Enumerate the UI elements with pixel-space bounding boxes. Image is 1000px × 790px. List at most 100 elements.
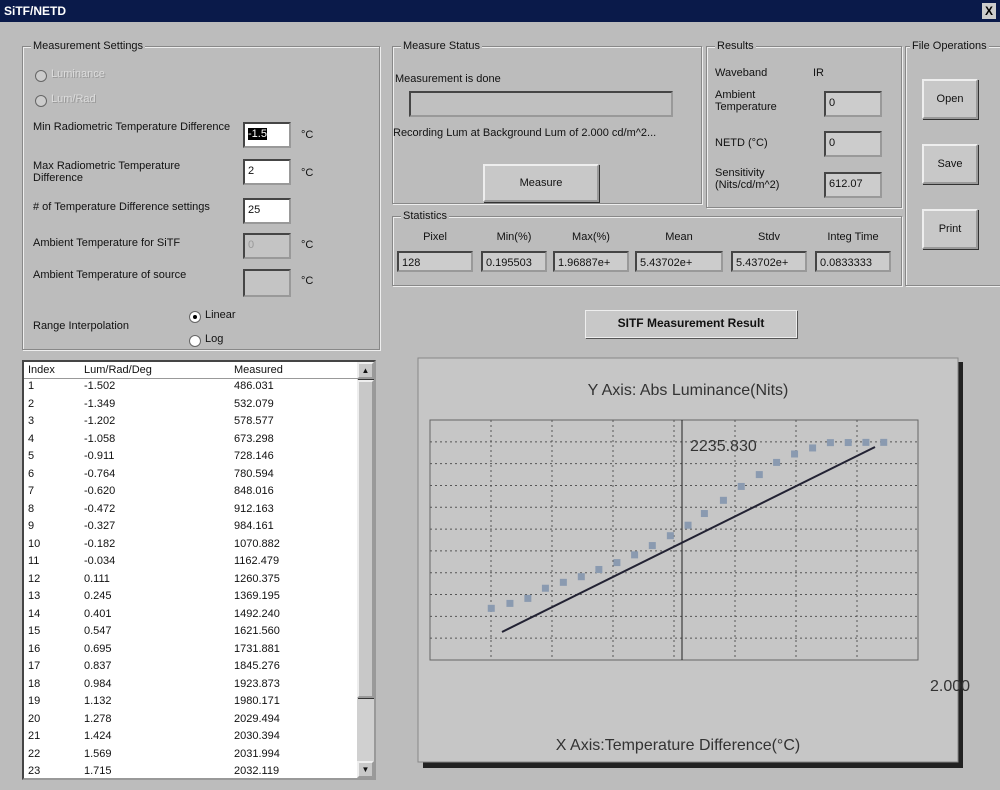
cell: -0.764 bbox=[84, 467, 116, 480]
chart-panel: Y Axis: Abs Luminance(Nits) 2235.830 2.0… bbox=[417, 357, 970, 768]
cell: 17 bbox=[28, 660, 41, 672]
stat-header: Min(%) bbox=[496, 231, 532, 243]
cell: 15 bbox=[28, 625, 41, 637]
stat-value: 5.43702e+ bbox=[736, 257, 789, 269]
stat-box: 5.43702e+ bbox=[635, 251, 723, 272]
input: 0 bbox=[824, 91, 882, 117]
cell: 0.547 bbox=[84, 625, 112, 637]
label: # of Temperature Difference settings bbox=[33, 201, 210, 213]
data-point bbox=[613, 559, 621, 567]
print-button[interactable]: Print bbox=[922, 209, 978, 249]
input[interactable]: -1.5 bbox=[243, 122, 291, 148]
cell: -1.202 bbox=[84, 415, 116, 427]
input[interactable]: 2 bbox=[243, 159, 291, 185]
input: 612.07 bbox=[824, 172, 882, 198]
status-text: Recording Lum at Background Lum of 2.000… bbox=[393, 127, 657, 139]
data-point bbox=[487, 604, 495, 612]
cell: 1162.479 bbox=[234, 555, 280, 567]
scroll-down[interactable]: ▼ bbox=[357, 761, 374, 778]
cell: 7 bbox=[28, 485, 35, 497]
radio[interactable] bbox=[35, 95, 47, 107]
header-rule bbox=[24, 378, 358, 379]
scrollbar[interactable]: ▲ ▼ bbox=[357, 362, 374, 778]
input: 0 bbox=[243, 233, 291, 259]
label: Sensitivity (Nits/cd/m^2) bbox=[715, 167, 780, 191]
label: Ambient Temperature of source bbox=[33, 269, 187, 281]
cell: 0.401 bbox=[84, 607, 112, 620]
cell: 984.161 bbox=[234, 520, 274, 532]
cell: 1731.881 bbox=[234, 642, 280, 655]
cell: 1621.560 bbox=[234, 625, 280, 637]
unit: °C bbox=[301, 239, 314, 251]
label: Max Radiometric Temperature Difference bbox=[33, 160, 181, 184]
radio[interactable] bbox=[189, 335, 201, 347]
cell: 2029.494 bbox=[234, 712, 280, 725]
unit: °C bbox=[301, 167, 314, 179]
data-point bbox=[719, 496, 727, 504]
input: 0 bbox=[824, 131, 882, 157]
cell: 1845.276 bbox=[234, 660, 280, 672]
data-point bbox=[844, 439, 852, 447]
measure-button[interactable]: Measure bbox=[483, 164, 599, 202]
value: IR bbox=[813, 67, 824, 79]
cell: 2 bbox=[28, 397, 35, 410]
stat-header: Mean bbox=[665, 231, 693, 243]
cell: 578.577 bbox=[234, 415, 274, 427]
cell: 1 bbox=[28, 380, 35, 392]
cell: -0.327 bbox=[84, 520, 116, 532]
scroll-thumb[interactable] bbox=[357, 380, 374, 698]
settings-group: Measurement Settings Luminance Lum/Rad M… bbox=[22, 40, 380, 350]
cell: 848.016 bbox=[234, 485, 274, 497]
cell: 1.132 bbox=[84, 695, 112, 707]
input-value: 25 bbox=[248, 204, 261, 216]
column-header: Lum/Rad/Deg bbox=[84, 364, 152, 376]
data-point bbox=[862, 438, 870, 446]
stat-header: Max(%) bbox=[572, 231, 610, 243]
label: Waveband bbox=[715, 67, 768, 79]
group-title: File Operations bbox=[910, 40, 989, 52]
group-title: Results bbox=[715, 40, 756, 52]
save-button[interactable]: Save bbox=[922, 144, 978, 184]
stat-value: 128 bbox=[402, 257, 421, 269]
scroll-up[interactable]: ▲ bbox=[357, 362, 374, 379]
cell: 532.079 bbox=[234, 397, 274, 410]
cell: 1980.171 bbox=[234, 695, 280, 707]
cell: -0.911 bbox=[84, 450, 115, 462]
label: Range Interpolation bbox=[33, 320, 130, 332]
cell: 22 bbox=[28, 747, 41, 760]
status-group: Measure Status Measurement is done Recor… bbox=[392, 40, 702, 204]
cell: -1.349 bbox=[84, 397, 116, 410]
cell: -1.058 bbox=[84, 432, 116, 445]
data-point bbox=[559, 578, 567, 586]
cell: -0.472 bbox=[84, 502, 116, 515]
open-button[interactable]: Open bbox=[922, 79, 978, 119]
fit-line bbox=[501, 446, 876, 633]
close-button[interactable]: X bbox=[982, 3, 996, 19]
radio-label: Lum/Rad bbox=[51, 93, 96, 105]
input-value: 612.07 bbox=[829, 178, 863, 190]
stat-value: 0.0833333 bbox=[820, 257, 872, 269]
cell: 16 bbox=[28, 642, 41, 655]
input-value: -1.5 bbox=[248, 128, 267, 140]
radio[interactable] bbox=[189, 311, 201, 323]
stat-value: 5.43702e+ bbox=[640, 257, 693, 269]
stat-box: 1.96887e+ bbox=[553, 251, 629, 272]
cell: 2030.394 bbox=[234, 730, 280, 742]
result-label: SITF Measurement Result bbox=[585, 310, 797, 338]
stat-box: 0.0833333 bbox=[815, 251, 891, 272]
radio-label: Luminance bbox=[51, 68, 105, 80]
label: Min Radiometric Temperature Difference bbox=[33, 121, 231, 133]
x-label: 2.000 bbox=[930, 678, 970, 695]
cell: 13 bbox=[28, 590, 41, 602]
radio[interactable] bbox=[35, 70, 47, 82]
input[interactable]: 25 bbox=[243, 198, 291, 224]
cell: 0.837 bbox=[84, 660, 112, 672]
results-group: Results Waveband IR Ambient Temperature … bbox=[706, 40, 902, 208]
data-list[interactable]: ▲ ▼ Index Lum/Rad/Deg Measured 1 -1.502 486.0… bbox=[22, 360, 376, 780]
unit: °C bbox=[301, 275, 314, 287]
cell: 12 bbox=[28, 572, 41, 585]
stat-box: 128 bbox=[397, 251, 473, 272]
data-point bbox=[809, 444, 817, 452]
data-point bbox=[880, 438, 888, 446]
group-title: Measurement Settings bbox=[31, 40, 146, 52]
